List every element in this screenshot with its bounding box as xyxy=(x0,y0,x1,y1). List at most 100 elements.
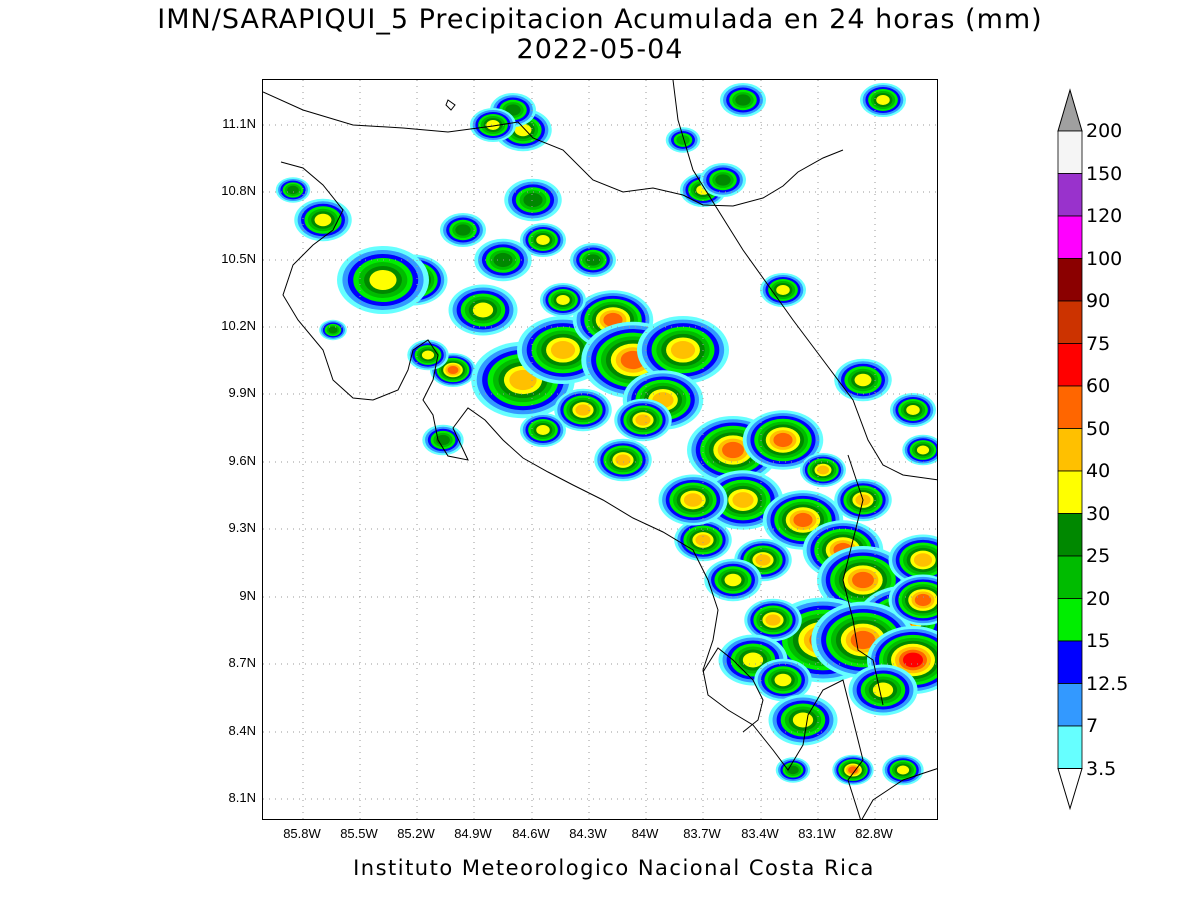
colorbar-swatch xyxy=(1057,513,1083,557)
latitude-label: 8.1N xyxy=(228,790,256,805)
colorbar-label: 100 xyxy=(1086,247,1123,270)
north-border-line xyxy=(263,91,844,207)
precip-contour xyxy=(732,492,754,508)
precip-contour xyxy=(854,373,872,387)
precip-contour xyxy=(523,192,543,208)
latitude-label: 9.9N xyxy=(228,385,256,400)
longitude-label: 84.9W xyxy=(454,826,492,841)
colorbar-swatch xyxy=(1057,215,1083,259)
longitude-label: 83.4W xyxy=(741,826,779,841)
map-canvas xyxy=(263,80,937,819)
precip-contour xyxy=(486,120,500,130)
colorbar-swatch xyxy=(1057,428,1083,472)
precip-contour xyxy=(793,512,813,528)
precip-contour xyxy=(683,493,703,507)
colorbar-swatch xyxy=(1057,598,1083,642)
latitude-label: 9N xyxy=(239,588,256,603)
latitude-label: 11.1N xyxy=(222,116,256,131)
longitude-label: 83.1W xyxy=(798,826,836,841)
precip-contour xyxy=(575,404,591,416)
precip-contour xyxy=(615,454,631,466)
longitude-label: 85.2W xyxy=(397,826,435,841)
colorbar-max-arrow xyxy=(1057,88,1083,132)
precip-contour xyxy=(505,104,521,116)
precip-contour xyxy=(314,213,332,227)
precip-contour xyxy=(670,341,696,359)
colorbar-swatch xyxy=(1057,683,1083,727)
caribbean-coast-line xyxy=(672,80,937,481)
precip-contour xyxy=(852,571,874,589)
colorbar-min-arrow xyxy=(1057,768,1083,811)
colorbar-swatch xyxy=(1057,300,1083,344)
colorbar-swatch xyxy=(1057,470,1083,514)
precip-contour xyxy=(724,573,742,587)
colorbar-swatch xyxy=(1057,258,1083,302)
precip-contour xyxy=(328,326,338,334)
precipitation-colorbar xyxy=(1057,88,1083,811)
latitude-label: 10.8N xyxy=(221,183,256,198)
colorbar-swatch xyxy=(1057,343,1083,387)
latitude-label: 9.3N xyxy=(228,520,256,535)
colorbar-label: 30 xyxy=(1086,502,1111,525)
longitude-label: 84W xyxy=(631,826,659,841)
colorbar-swatch xyxy=(1057,173,1083,217)
coastline-borders xyxy=(263,80,937,819)
precip-contour xyxy=(816,465,830,475)
precip-contour xyxy=(635,414,651,426)
colorbar-label: 12.5 xyxy=(1086,672,1129,695)
colorbar-label: 150 xyxy=(1086,162,1123,185)
precip-contour xyxy=(913,553,933,567)
precip-contour xyxy=(876,95,890,105)
precip-contour xyxy=(695,534,711,546)
latitude-label: 10.2N xyxy=(221,318,256,333)
map-title: IMN/SARAPIQUI_5 Precipitacion Acumulada … xyxy=(157,4,1043,35)
precip-contour xyxy=(903,652,923,668)
longitude-label: 84.6W xyxy=(512,826,550,841)
colorbar-swatch xyxy=(1057,555,1083,599)
map-date: 2022-05-04 xyxy=(516,34,684,65)
latitude-label: 8.4N xyxy=(228,723,256,738)
precip-contour xyxy=(447,365,459,375)
precip-contour xyxy=(722,441,744,459)
precip-contour xyxy=(509,369,537,391)
precip-contour xyxy=(536,235,550,245)
latitude-label: 10.5N xyxy=(221,251,256,266)
precip-contour xyxy=(916,445,930,455)
colorbar-swatch xyxy=(1057,385,1083,429)
colorbar-label: 75 xyxy=(1086,332,1111,355)
precipitation-field xyxy=(275,83,937,786)
precip-contour xyxy=(676,135,690,145)
precip-contour xyxy=(287,185,299,195)
precip-contour xyxy=(773,432,793,448)
colorbar-label: 50 xyxy=(1086,417,1111,440)
longitude-label: 84.3W xyxy=(569,826,607,841)
colorbar-label: 40 xyxy=(1086,460,1111,482)
precip-contour xyxy=(455,224,471,236)
osa-peninsula-line xyxy=(702,647,764,733)
longitude-label: 85.5W xyxy=(340,826,378,841)
panama-coast-line xyxy=(861,768,937,819)
precip-contour xyxy=(872,682,894,698)
precip-contour xyxy=(421,350,435,360)
precip-contour xyxy=(514,123,532,137)
colorbar-swatch xyxy=(1057,640,1083,684)
precip-contour xyxy=(848,766,858,774)
colorbar-label: 200 xyxy=(1086,120,1123,142)
colorbar-label: 20 xyxy=(1086,587,1111,610)
panama-border-line xyxy=(842,454,884,706)
latitude-label: 9.6N xyxy=(228,453,256,468)
precip-contour xyxy=(715,174,731,186)
precip-contour xyxy=(774,673,792,687)
precip-contour xyxy=(787,765,799,775)
precip-contour xyxy=(792,712,814,728)
colorbar-label: 25 xyxy=(1086,545,1111,567)
colorbar-label: 90 xyxy=(1086,290,1111,312)
precip-contour xyxy=(906,405,920,415)
precip-contour xyxy=(556,295,570,305)
precip-contour xyxy=(472,302,494,318)
lake-nicaragua-line xyxy=(445,99,456,111)
precip-contour xyxy=(742,652,764,668)
colorbar-label: 60 xyxy=(1086,375,1111,397)
latitude-label: 8.7N xyxy=(228,655,256,670)
colorbar-label: 120 xyxy=(1086,205,1123,227)
